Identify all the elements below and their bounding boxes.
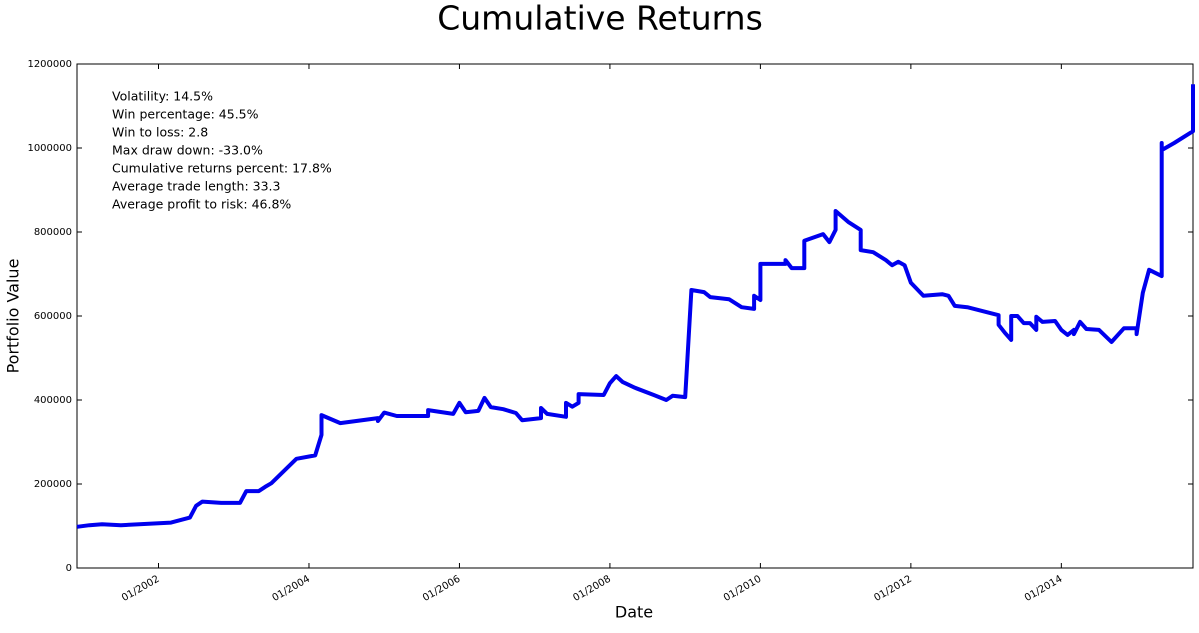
x-tick-label: 01/2002 [120,574,161,604]
stat-annotation: Win percentage: 45.5% [112,107,259,122]
y-axis-label: Portfolio Value [4,259,23,374]
x-tick-label: 01/2008 [571,574,612,604]
y-tick-label: 600000 [34,311,72,322]
chart-title: Cumulative Returns [437,0,763,38]
stat-annotation: Average profit to risk: 46.8% [112,197,291,212]
y-tick-label: 1000000 [27,143,72,154]
y-tick-label: 0 [66,563,72,574]
stat-annotation: Cumulative returns percent: 17.8% [112,161,332,176]
y-tick-label: 200000 [34,479,72,490]
y-tick-label: 800000 [34,227,72,238]
x-tick-label: 01/2010 [722,574,763,604]
x-tick-label: 01/2012 [872,574,913,604]
x-tick-label: 01/2006 [421,574,462,604]
stat-annotation: Max draw down: -33.0% [112,143,263,158]
x-axis-label: Date [615,603,653,622]
stat-annotation: Average trade length: 33.3 [112,179,280,194]
y-tick-label: 400000 [34,395,72,406]
x-tick-label: 01/2004 [270,574,311,604]
y-tick-label: 1200000 [27,59,72,70]
stat-annotation: Win to loss: 2.8 [112,125,208,140]
stat-annotation: Volatility: 14.5% [112,89,213,104]
line-series [76,84,1195,529]
x-tick-label: 01/2014 [1023,574,1064,604]
